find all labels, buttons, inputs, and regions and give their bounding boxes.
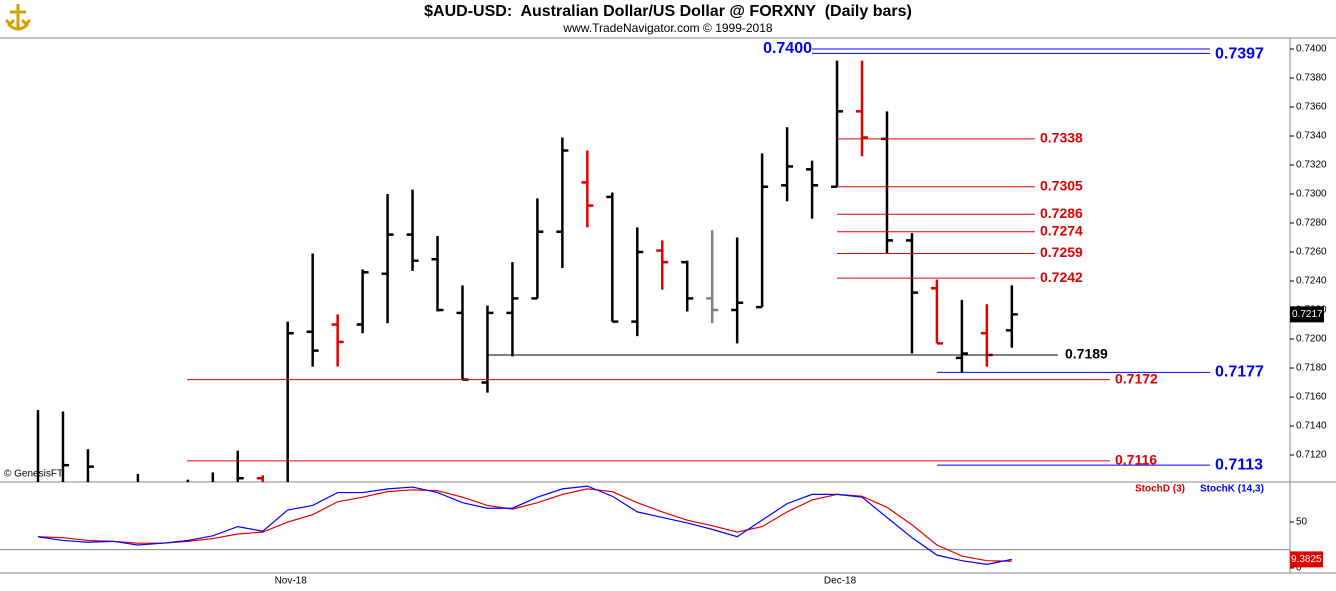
overlay: 0.71200.71400.71600.71800.72000.72200.72… <box>0 40 1327 587</box>
copyright: © GenesisFT <box>4 469 63 480</box>
level-label: 0.7177 <box>1215 364 1264 381</box>
y-tick-label: 50 <box>1296 517 1308 528</box>
stoch-line <box>37 485 1012 565</box>
chart-subtitle: www.TradeNavigator.com © 1999-2018 <box>562 21 772 35</box>
level-label: 0.7274 <box>1040 222 1083 238</box>
y-tick-label: 0.7340 <box>1296 131 1327 142</box>
y-tick-label: 0.7280 <box>1296 218 1327 229</box>
level-label: 0.7113 <box>1215 456 1263 473</box>
y-tick-label: 0.7380 <box>1296 73 1327 84</box>
level-label: 0.7338 <box>1040 130 1083 146</box>
y-tick-label: 0.7140 <box>1296 421 1327 432</box>
x-tick-label: Dec-18 <box>824 576 857 587</box>
price-marker <box>1290 306 1324 323</box>
price-marker-label: 0.7217 <box>1292 309 1323 320</box>
y-tick-label: 0.7260 <box>1296 247 1327 258</box>
level-label: 0.7400 <box>763 40 812 57</box>
y-tick-label: 0 <box>1296 563 1302 574</box>
level-label: 0.7397 <box>1215 46 1264 63</box>
y-tick-label: 0.7180 <box>1296 363 1327 374</box>
y-tick-label: 0.7320 <box>1296 160 1327 171</box>
level-label: 0.7305 <box>1040 177 1083 193</box>
y-tick-label: 0.7120 <box>1296 450 1327 461</box>
y-tick-label: 0.7160 <box>1296 392 1327 403</box>
y-tick-label: 0.7400 <box>1296 44 1327 55</box>
logo <box>2 2 34 34</box>
level-label: 0.7116 <box>1115 452 1157 468</box>
y-tick-label: 0.7360 <box>1296 102 1327 113</box>
legend-entry: StochK (14,3) <box>1200 484 1264 495</box>
legend-entry: StochD (3) <box>1135 484 1185 495</box>
y-tick-label: 0.7200 <box>1296 334 1327 345</box>
level-label: 0.7259 <box>1040 244 1083 260</box>
y-tick-label: 0.7240 <box>1296 276 1327 287</box>
stoch-marker <box>1290 551 1323 568</box>
chart-title: $AUD-USD: Australian Dollar/US Dollar @ … <box>424 3 912 20</box>
price-panel <box>36 60 1018 482</box>
level-label: 0.7242 <box>1040 269 1083 285</box>
level-label: 0.7189 <box>1065 346 1108 362</box>
y-tick-label: 0.7300 <box>1296 189 1327 200</box>
level-label: 0.7172 <box>1115 370 1158 386</box>
stoch-marker-label: 9.3825 <box>1291 554 1322 565</box>
x-tick-label: Nov-18 <box>275 576 308 587</box>
level-label: 0.7286 <box>1040 205 1083 221</box>
